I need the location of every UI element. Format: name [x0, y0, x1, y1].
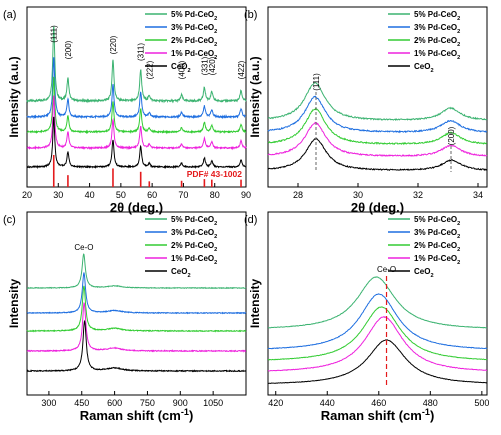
legend-entry: 1% Pd-CeO2 — [414, 254, 460, 266]
peak-label: (311) — [137, 43, 146, 61]
legend-entry: 2% Pd-CeO2 — [171, 241, 217, 253]
legend-entry: 3% Pd-CeO2 — [171, 228, 217, 240]
x-tick-label: 750 — [140, 398, 155, 408]
legend-entry: 3% Pd-CeO2 — [414, 23, 460, 35]
plot-frame — [26, 6, 247, 188]
legend-entry: 1% Pd-CeO2 — [414, 49, 460, 61]
series-line — [267, 276, 488, 329]
series-line — [26, 302, 247, 353]
peak-label: (222) — [145, 60, 154, 79]
legend-entry: 2% Pd-CeO2 — [414, 36, 460, 48]
x-tick-label: 460 — [371, 398, 386, 408]
legend-entry: 3% Pd-CeO2 — [414, 228, 460, 240]
legend-entry: 5% Pd-CeO2 — [171, 215, 217, 227]
x-tick-label: 420 — [268, 398, 283, 408]
peak-label: (422) — [237, 60, 246, 79]
series-line — [26, 76, 247, 135]
panel-d: 420 440 460 480 500 Raman shift (cm-1) Intensi… — [244, 211, 489, 423]
peak-label: (200) — [64, 40, 73, 59]
legend-entry: CeO2 — [414, 62, 434, 74]
x-tick-label: 450 — [74, 398, 89, 408]
series-line — [267, 95, 488, 134]
legend-entry: 5% Pd-CeO2 — [171, 10, 217, 22]
x-axis-label: 2θ (deg.) — [110, 200, 163, 215]
x-tick-label: 600 — [107, 398, 122, 408]
peak-label: (111) — [50, 25, 59, 43]
x-tick-label: 70 — [178, 190, 188, 200]
series-line — [26, 253, 247, 290]
series-line — [26, 94, 247, 151]
series-line — [26, 272, 247, 315]
plot-frame — [26, 211, 247, 396]
x-tick-label: 480 — [423, 398, 438, 408]
series-line — [267, 339, 488, 384]
series-line — [26, 285, 247, 333]
x-tick-label: 900 — [173, 398, 188, 408]
panel-b: 28 30 32 34 2θ (deg.) Intensity (a.u.) (b) 5% P… — [244, 6, 488, 215]
x-tick-label: 500 — [474, 398, 489, 408]
reference-label: PDF# 43-1002 — [187, 169, 243, 179]
panel-a: 20 30 40 50 60 70 80 90 2θ (deg.) Intensity (a.u.… — [3, 6, 251, 215]
legend-entry: 1% Pd-CeO2 — [171, 254, 217, 266]
legend-entry: 5% Pd-CeO2 — [414, 10, 460, 22]
x-tick-label: 30 — [53, 190, 63, 200]
y-axis-label: Intensity — [7, 279, 21, 329]
panel-label: (a) — [3, 9, 16, 21]
x-tick-label: 50 — [116, 190, 126, 200]
y-axis-label: Intensity (a.u.) — [7, 56, 21, 137]
x-axis-label: 2θ (deg.) — [351, 200, 404, 215]
peak-label: (220) — [109, 35, 118, 54]
plot-frame — [267, 211, 488, 396]
panel-c: 300 450 600 750 900 1050 Raman shift (cm-1) Int… — [3, 211, 247, 423]
series-line — [267, 137, 488, 172]
x-tick-label: 60 — [147, 190, 157, 200]
series-line — [268, 306, 488, 361]
legend-entry: CeO2 — [414, 267, 434, 279]
x-tick-label: 20 — [22, 190, 32, 200]
peak-label: Ce-O — [377, 265, 396, 274]
peak-label: (111) — [312, 73, 321, 91]
panel-label: (c) — [3, 214, 16, 226]
x-axis-label: Raman shift (cm-1) — [321, 407, 435, 423]
peak-label: (331) — [200, 56, 209, 75]
peak-label: Ce-O — [74, 243, 93, 252]
y-axis-label: Intensity (a.u.) — [248, 56, 262, 137]
peak-label: (200) — [447, 126, 456, 145]
x-tick-label: 40 — [85, 190, 95, 200]
legend-entry: CeO2 — [171, 62, 191, 74]
series-line — [267, 81, 488, 121]
legend-entry: 3% Pd-CeO2 — [171, 23, 217, 35]
series-line — [26, 116, 247, 170]
x-tick-label: 28 — [293, 190, 303, 200]
x-tick-label: 80 — [210, 190, 220, 200]
legend-entry: 2% Pd-CeO2 — [414, 241, 460, 253]
peak-label: (420) — [208, 56, 217, 75]
x-tick-label: 440 — [320, 398, 335, 408]
series-line — [26, 26, 247, 104]
panel-label: (d) — [244, 214, 257, 226]
legend-entry: 1% Pd-CeO2 — [171, 49, 217, 61]
legend-entry: 2% Pd-CeO2 — [171, 36, 217, 48]
series-line — [26, 319, 247, 373]
series-line — [26, 57, 247, 120]
x-tick-label: 300 — [41, 398, 56, 408]
y-axis-label: Intensity — [248, 279, 262, 329]
x-axis-label: Raman shift (cm-1) — [80, 407, 194, 423]
panel-label: (b) — [244, 9, 257, 21]
series-line — [267, 293, 488, 350]
x-tick-label: 1050 — [203, 398, 223, 408]
series-line — [267, 121, 488, 157]
x-tick-label: 30 — [353, 190, 363, 200]
plot-frame — [267, 6, 488, 188]
series-line — [267, 316, 488, 372]
legend-entry: 5% Pd-CeO2 — [414, 215, 460, 227]
legend-entry: CeO2 — [171, 267, 191, 279]
series-line — [267, 107, 488, 146]
peak-label: (400) — [178, 60, 187, 79]
x-tick-label: 90 — [241, 190, 251, 200]
x-tick-label: 32 — [413, 190, 423, 200]
x-tick-label: 34 — [473, 190, 483, 200]
